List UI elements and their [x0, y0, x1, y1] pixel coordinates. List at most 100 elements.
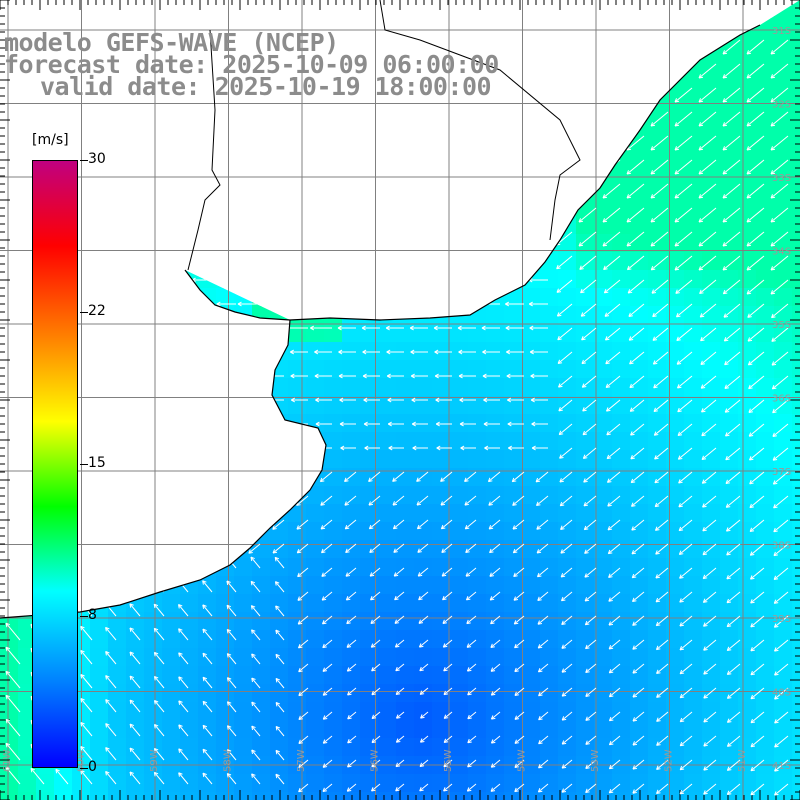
wind-arrow [531, 421, 548, 427]
wind-arrow [298, 663, 309, 673]
wind-arrow [104, 578, 117, 593]
wind-arrow [722, 87, 741, 103]
wind-arrow [5, 694, 21, 713]
wind-arrow [309, 181, 332, 187]
wind-arrow [250, 580, 261, 593]
wind-arrow [175, 519, 189, 531]
wind-arrow [746, 159, 765, 175]
wind-arrow [129, 723, 141, 737]
wind-arrow [529, 325, 548, 331]
wind-arrow [408, 277, 428, 283]
wind-arrow [309, 253, 332, 259]
latitude-label: 39S [772, 614, 791, 625]
wind-arrow [632, 615, 645, 626]
wind-arrow [537, 663, 549, 673]
wind-arrow [45, 109, 68, 115]
wind-arrow [504, 253, 524, 259]
wind-arrow [274, 556, 285, 569]
wind-arrow [150, 471, 165, 484]
wind-arrow [746, 39, 765, 55]
wind-arrow [261, 109, 284, 115]
wind-arrow [237, 253, 260, 259]
wind-arrow [420, 711, 429, 719]
wind-arrow [216, 277, 236, 283]
wind-arrow [774, 663, 789, 676]
wind-arrow [525, 133, 548, 139]
wind-arrow [467, 735, 477, 744]
wind-arrow [701, 447, 717, 461]
wind-arrow [578, 231, 597, 247]
wind-arrow [675, 279, 693, 294]
wind-arrow [170, 421, 188, 427]
wind-arrow [178, 652, 189, 665]
wind-arrow [747, 303, 765, 318]
wind-arrow [726, 591, 741, 604]
wind-arrow [456, 253, 476, 259]
wind-arrow [467, 711, 477, 720]
wind-arrow [525, 61, 548, 67]
wind-arrow [101, 471, 117, 484]
wind-arrow [537, 639, 549, 649]
wind-arrow [440, 519, 453, 530]
wind-arrow [674, 39, 693, 55]
wind-arrow [489, 543, 501, 554]
wind-arrow [608, 759, 621, 770]
wind-arrow [241, 349, 260, 355]
wind-arrow [490, 663, 501, 672]
wind-arrow [703, 711, 717, 723]
wind-arrow [698, 87, 717, 103]
wind-arrow [585, 735, 597, 745]
wind-arrow [388, 445, 404, 451]
wind-arrow [261, 301, 284, 307]
wind-arrow [153, 579, 165, 593]
wind-arrow [699, 279, 717, 295]
wind-arrow [605, 375, 621, 388]
wind-arrow [578, 159, 597, 175]
wind-arrow [285, 109, 308, 115]
wind-arrow [701, 399, 717, 413]
wind-arrow [632, 663, 645, 674]
wind-arrow [578, 111, 597, 127]
wind-arrow [654, 447, 669, 460]
wind-arrow [370, 639, 381, 648]
wind-arrow [528, 301, 548, 307]
wind-arrow [368, 495, 381, 506]
wind-arrow [385, 325, 404, 331]
wind-arrow [272, 519, 285, 530]
wind-arrow [275, 749, 285, 761]
colorbar-tick-label: 22 [88, 303, 106, 319]
wind-arrow [606, 471, 621, 483]
wind-arrow [726, 783, 741, 795]
wind-arrow [363, 397, 380, 403]
wind-arrow [214, 205, 236, 211]
colorbar-tick-mark [80, 464, 88, 465]
wind-arrow [408, 253, 428, 259]
wind-arrow [698, 111, 717, 127]
wind-arrow [701, 471, 717, 484]
wind-arrow [117, 109, 140, 115]
wind-arrow [525, 37, 548, 43]
wind-arrow [561, 639, 573, 649]
wind-arrow [465, 543, 477, 554]
wind-arrow [418, 615, 429, 624]
wind-arrow [677, 423, 693, 437]
wind-arrow [167, 253, 188, 259]
wind-arrow [359, 229, 380, 235]
wind-arrow [364, 445, 380, 451]
wind-arrow [602, 135, 621, 151]
wind-arrow [750, 567, 765, 580]
wind-arrow [746, 183, 765, 199]
wind-arrow [700, 351, 717, 365]
wind-arrow [339, 397, 356, 403]
wind-arrow [726, 711, 741, 723]
wind-arrow [322, 711, 333, 720]
wind-arrow [95, 325, 116, 331]
wind-arrow [394, 615, 405, 624]
colorbar-tick-mark [80, 616, 88, 617]
wind-arrow [442, 615, 453, 624]
wind-arrow [725, 447, 741, 461]
wind-arrow [126, 495, 141, 508]
latitude-label: 36S [772, 394, 791, 405]
wind-arrow [105, 699, 117, 713]
